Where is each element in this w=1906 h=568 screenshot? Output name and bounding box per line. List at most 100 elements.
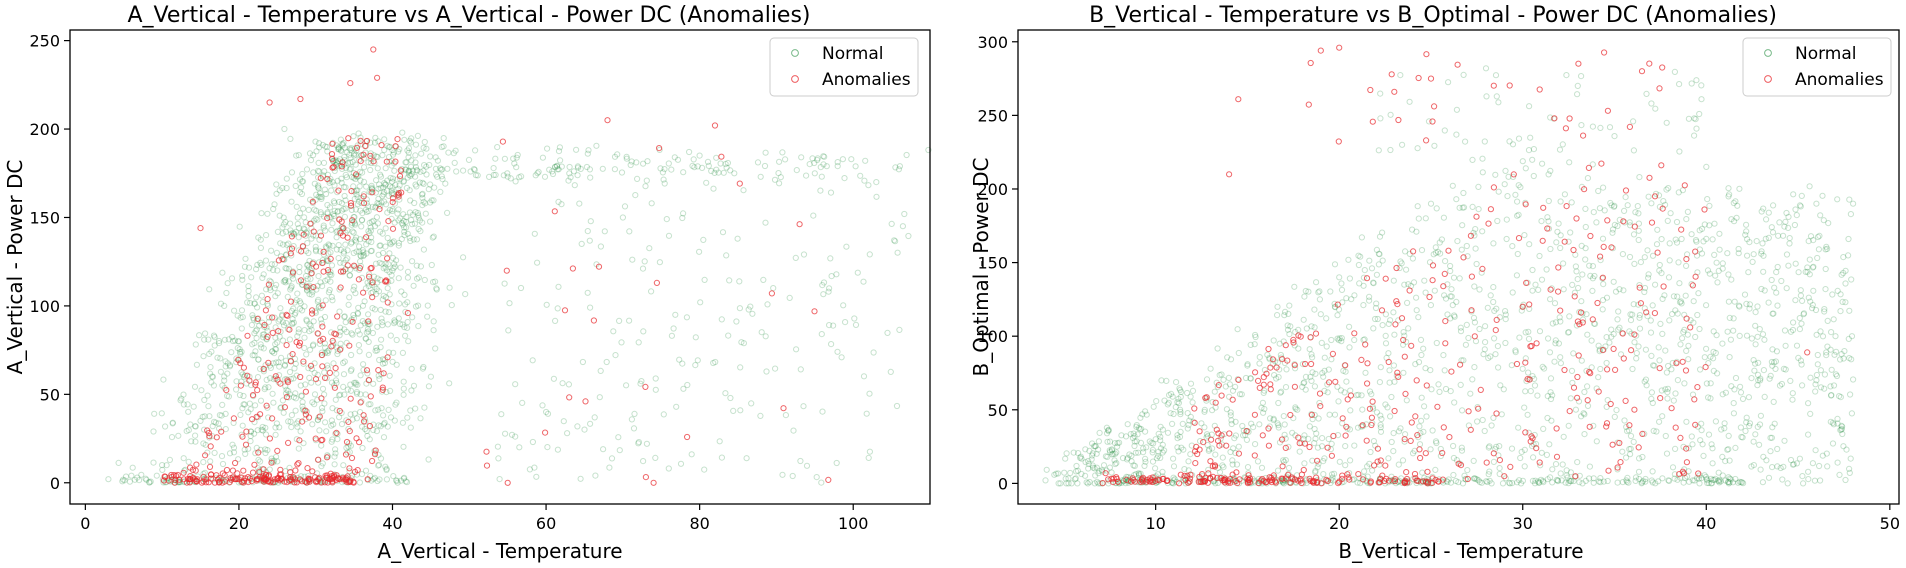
scatter-point (1574, 82, 1581, 90)
scatter-point (1635, 444, 1642, 451)
scatter-point (361, 415, 368, 422)
scatter-point (1209, 407, 1216, 414)
scatter-point (1787, 377, 1794, 384)
scatter-point (1294, 406, 1301, 413)
scatter-point (322, 419, 329, 426)
scatter-point (202, 330, 209, 337)
scatter-point (353, 390, 360, 397)
scatter-point (1736, 478, 1743, 485)
scatter-point (404, 174, 411, 181)
scatter-point (1820, 217, 1827, 224)
scatter-point (269, 415, 276, 422)
scatter-point (174, 471, 181, 479)
scatter-point (1569, 281, 1576, 288)
scatter-point (444, 165, 451, 172)
scatter-point (1588, 337, 1595, 344)
scatter-point (309, 198, 316, 205)
scatter-point (357, 252, 364, 259)
scatter-point (1089, 450, 1096, 457)
scatter-point (1312, 370, 1319, 377)
scatter-point (1315, 460, 1322, 467)
scatter-point (404, 274, 411, 281)
scatter-point (367, 139, 374, 146)
scatter-point (347, 240, 355, 247)
scatter-point (1368, 414, 1376, 421)
scatter-point (219, 401, 226, 408)
scatter-point (377, 423, 384, 430)
scatter-point (272, 341, 279, 348)
scatter-point (1612, 366, 1619, 373)
scatter-point (385, 261, 392, 268)
scatter-point (342, 184, 349, 191)
scatter-point (1697, 437, 1704, 444)
scatter-point (1264, 351, 1271, 358)
scatter-point (550, 375, 558, 382)
scatter-point (430, 233, 437, 240)
scatter-point (211, 418, 218, 425)
scatter-point (1739, 479, 1746, 486)
scatter-point (1735, 479, 1742, 486)
scatter-point (1776, 382, 1784, 389)
scatter-point (233, 378, 240, 385)
scatter-point (391, 317, 398, 324)
chart-b-legend-normal-label: Normal (1795, 44, 1857, 64)
x-tick-label: 20 (229, 514, 249, 533)
scatter-point (1725, 446, 1732, 453)
scatter-point (405, 145, 413, 152)
scatter-point (1399, 457, 1407, 464)
scatter-point (1470, 314, 1478, 321)
scatter-point (348, 219, 356, 226)
scatter-point (267, 364, 274, 371)
scatter-point (1235, 443, 1242, 450)
scatter-point (378, 315, 385, 322)
scatter-point (368, 290, 375, 297)
scatter-point (496, 476, 503, 483)
scatter-point (391, 160, 398, 167)
scatter-point (252, 381, 259, 388)
scatter-point (1626, 328, 1633, 335)
scatter-point (684, 381, 691, 389)
scatter-point (346, 151, 353, 158)
scatter-point (566, 394, 573, 401)
scatter-point (313, 148, 320, 155)
scatter-point (366, 436, 373, 443)
scatter-point (1191, 405, 1198, 412)
scatter-point (1713, 259, 1720, 266)
scatter-point (303, 408, 310, 415)
scatter-point (343, 328, 350, 336)
scatter-point (1282, 308, 1289, 315)
scatter-point (375, 462, 382, 469)
scatter-point (373, 344, 380, 351)
scatter-point (1562, 479, 1569, 486)
scatter-point (158, 410, 165, 417)
scatter-point (1596, 346, 1603, 353)
scatter-point (316, 229, 324, 236)
scatter-point (1798, 361, 1805, 368)
scatter-point (1275, 374, 1282, 381)
scatter-point (1760, 268, 1767, 275)
scatter-point (1599, 297, 1607, 304)
scatter-point (1321, 455, 1328, 462)
scatter-point (1683, 216, 1690, 223)
scatter-point (1490, 414, 1497, 421)
scatter-point (1175, 448, 1182, 455)
scatter-point (1611, 133, 1618, 140)
scatter-point (257, 259, 264, 266)
scatter-point (1565, 238, 1572, 245)
scatter-point (121, 477, 128, 484)
scatter-point (357, 134, 364, 141)
scatter-point (364, 476, 371, 483)
scatter-point (1793, 342, 1801, 349)
scatter-point (1582, 256, 1589, 263)
scatter-point (1614, 316, 1621, 323)
scatter-point (1691, 132, 1698, 139)
scatter-point (1329, 474, 1336, 481)
scatter-point (1495, 188, 1502, 195)
scatter-point (1418, 394, 1425, 401)
scatter-point (235, 338, 242, 345)
scatter-point (587, 218, 594, 225)
scatter-point (369, 329, 376, 337)
scatter-point (1606, 339, 1613, 346)
scatter-point (309, 310, 316, 317)
scatter-point (357, 137, 364, 144)
